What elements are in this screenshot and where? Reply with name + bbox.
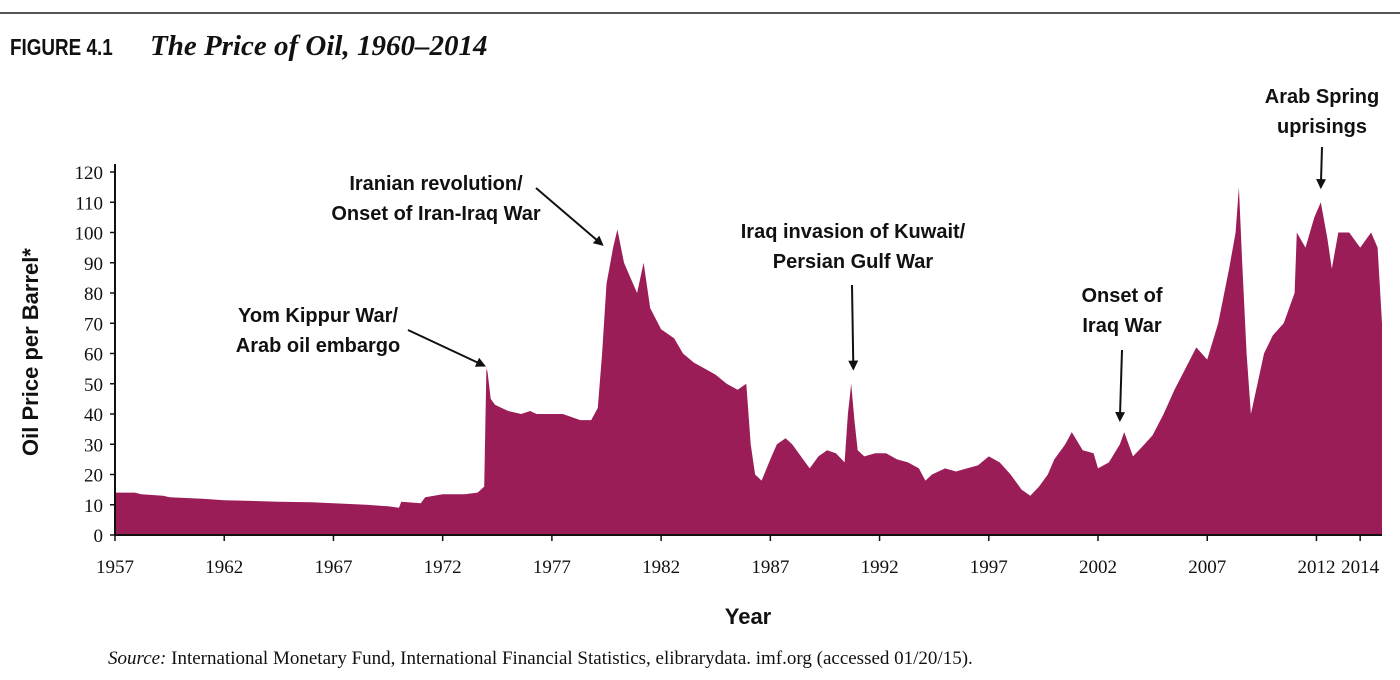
annotation-label: Iraq invasion of Kuwait/Persian Gulf War (741, 221, 966, 273)
x-tick-label: 2002 (1079, 557, 1117, 578)
x-tick-label: 1987 (751, 557, 789, 578)
y-tick-label: 0 (94, 526, 104, 547)
annotation-arrow (1316, 146, 1327, 190)
y-tick-label: 120 (75, 163, 104, 184)
source-note: Source: International Monetary Fund, Int… (108, 648, 973, 670)
x-tick-label: 1957 (96, 557, 134, 578)
y-tick-label: 40 (84, 405, 103, 426)
annotation-label: Yom Kippur War/Arab oil embargo (236, 305, 400, 357)
annotation-label: Arab Spring uprisings (1265, 86, 1379, 138)
figure-label: FIGURE 4.1 (10, 34, 113, 60)
y-tick-label: 20 (84, 466, 103, 487)
oil-price-chart: 0 10 20 30 40 50 60 70 80 90 100 110 120 1957 1962 1967… (18, 86, 1382, 629)
x-tick-label: 1967 (314, 557, 352, 578)
y-tick-label: 100 (75, 224, 104, 245)
source-text: International Monetary Fund, Internation… (171, 648, 973, 669)
source-prefix: Source: (108, 648, 167, 669)
y-tick-label: 10 (84, 496, 103, 517)
x-tick-label: 1982 (642, 557, 680, 578)
annotation-arrow (407, 329, 486, 367)
x-tick-label: 1962 (205, 557, 243, 578)
x-axis-title: Year (725, 604, 772, 629)
y-tick-label: 110 (75, 193, 103, 214)
top-rule (0, 12, 1400, 14)
y-tick-label: 30 (84, 435, 103, 456)
annotation-label: Onset of Iraq War (1081, 285, 1162, 337)
price-area-series (115, 187, 1382, 535)
x-tick-label: 2007 (1188, 557, 1226, 578)
x-tick-label: 2012 (1297, 557, 1335, 578)
figure-title: The Price of Oil, 1960–2014 (150, 30, 488, 62)
y-axis-title: Oil Price per Barrel* (18, 248, 43, 456)
y-tick-label: 50 (84, 375, 103, 396)
y-tick-label: 60 (84, 345, 103, 366)
annotation-arrow (848, 284, 859, 371)
x-tick-label: 1997 (970, 557, 1008, 578)
y-tick-label: 70 (84, 314, 103, 335)
x-tick-label: 1992 (861, 557, 899, 578)
y-tick-label: 90 (84, 254, 103, 275)
annotation-arrow (535, 187, 604, 246)
x-tick-label: 1972 (424, 557, 462, 578)
annotation-label: Iranian revolution/Onset of Iran-Iraq Wa… (331, 173, 541, 225)
y-tick-label: 80 (84, 284, 103, 305)
x-tick-label: 1977 (533, 557, 571, 578)
x-tick-label: 2014 (1341, 557, 1380, 578)
annotation-arrow (1115, 349, 1126, 423)
